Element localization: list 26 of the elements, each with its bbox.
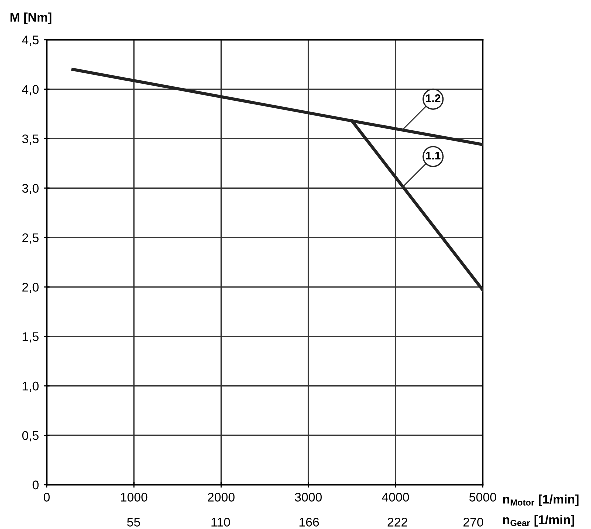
x-tick-label: 5000 (470, 492, 496, 502)
x2-tick-label: 110 (212, 518, 230, 527)
y-tick-label: 0,5 (22, 431, 39, 442)
annotation: 1.2 (426, 94, 441, 102)
y-tick-label: 2,5 (22, 234, 39, 244)
x2-tick-label: 166 (300, 518, 320, 527)
x-tick-label: 4000 (382, 492, 410, 502)
y-tick-label: 1,0 (22, 382, 39, 392)
x2-axis-title: n$_{Gear}$ [1/min] (503, 515, 574, 527)
y-tick-label: 3,0 (22, 184, 39, 194)
x-axis-title: n$_{Motor}$ [1/min] (503, 494, 579, 506)
x-tick-label: 1000 (121, 492, 148, 502)
y-tick-label: 0 (32, 480, 39, 490)
y-tick-label: 2,0 (22, 283, 39, 294)
y-tick-label: 4,0 (22, 85, 39, 96)
y-axis-title: M [Nm] (10, 12, 52, 24)
y-tick-label: 3,5 (22, 134, 39, 146)
y-tick-label: 4,5 (22, 36, 39, 46)
x-tick-label: 2000 (208, 492, 235, 502)
x2-tick-label: 270 (464, 518, 484, 527)
x2-tick-label: 55 (127, 518, 140, 527)
x-tick-label: 0 (44, 492, 50, 502)
y-tick-label: 1,5 (22, 332, 39, 343)
x2-tick-label: 222 (388, 518, 408, 527)
x-tick-label: 3000 (295, 492, 322, 502)
annotation: 1.1 (426, 152, 441, 160)
